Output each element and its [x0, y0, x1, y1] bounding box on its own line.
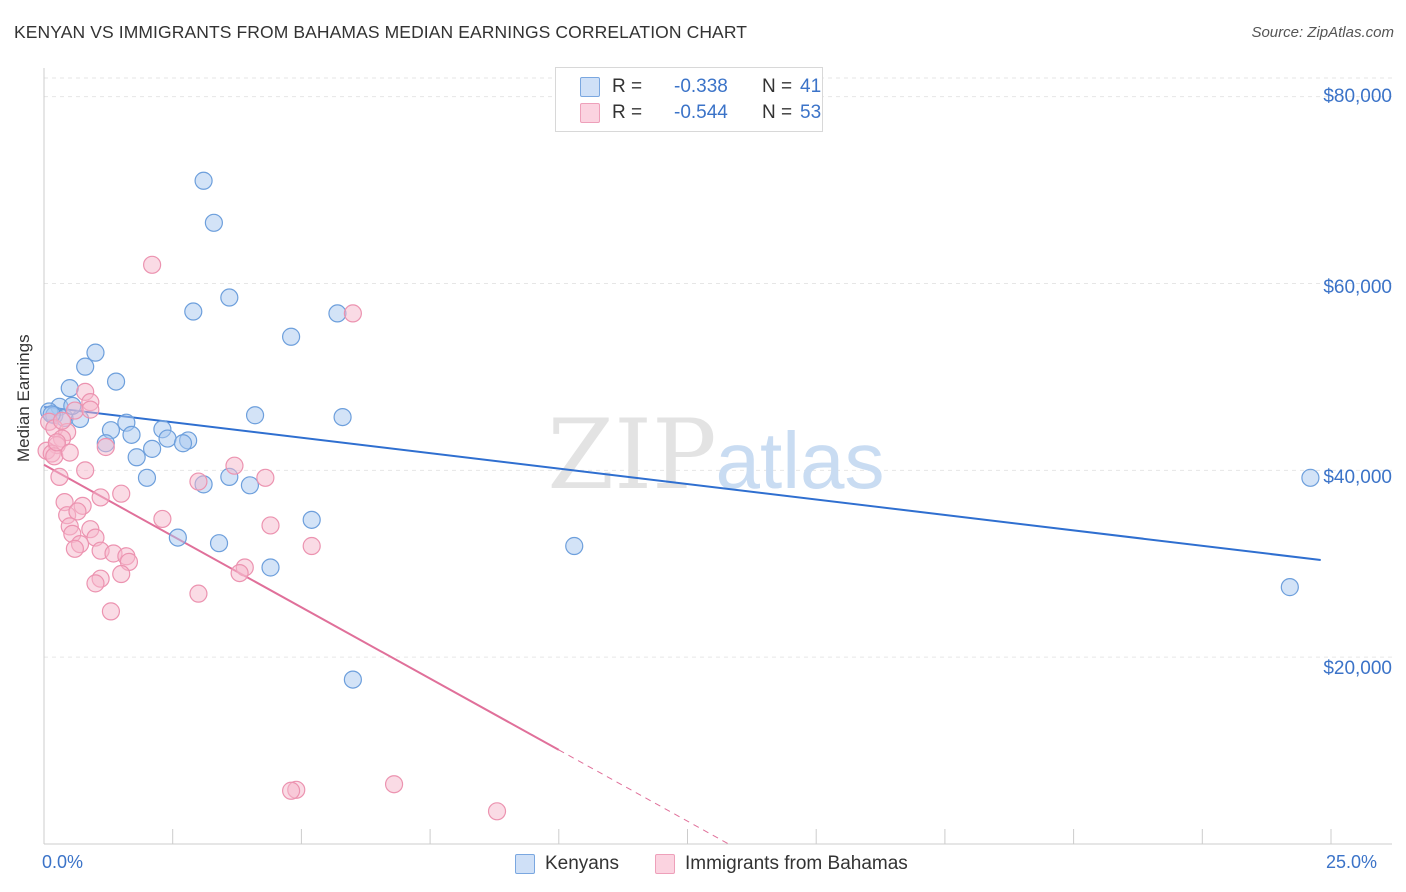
legend-r-value: -0.338 [674, 76, 728, 97]
bahamas-point [189, 472, 208, 491]
kenyan-point [240, 476, 260, 495]
bahamas-point [112, 484, 131, 503]
legend-swatch-blue [580, 77, 600, 97]
bahamas-point [153, 509, 172, 529]
bahamas-point [302, 536, 321, 556]
bahamas-point [261, 516, 280, 535]
kenyan-point [168, 528, 187, 547]
watermark-atlas: atlas [716, 416, 885, 505]
legend-swatch-pink [580, 103, 600, 123]
legend-series-name: Kenyans [545, 853, 619, 874]
watermark: ZIP atlas [547, 399, 884, 511]
x-tick-label-min: 0.0% [42, 852, 84, 872]
kenyan-point [343, 670, 362, 689]
x-tick-label-max: 25.0% [1326, 852, 1378, 872]
kenyan-point [302, 510, 321, 529]
kenyan-point [204, 213, 223, 232]
bahamas-point [189, 584, 208, 603]
trend-line [43, 405, 1321, 562]
bahamas-point [282, 781, 301, 800]
y-axis-label: Median Earnings [14, 334, 33, 462]
kenyan-point [194, 171, 213, 190]
kenyan-point [60, 379, 79, 398]
trend-line-dashed [558, 749, 729, 845]
bahamas-point [487, 802, 507, 821]
y-tick-label: $20,000 [1323, 658, 1392, 679]
bahamas-point [86, 574, 105, 593]
kenyan-point [261, 558, 280, 577]
correlation-legend: R = -0.338 N = 41 R = -0.544 N = 53 [555, 67, 823, 132]
legend-series-name: Immigrants from Bahamas [685, 853, 908, 874]
bahamas-point [47, 433, 66, 452]
bahamas-point [91, 488, 110, 507]
legend-r-value: -0.544 [674, 102, 728, 123]
kenyan-point [127, 448, 146, 467]
trend-lines [43, 405, 1321, 845]
kenyan-point [76, 357, 95, 376]
y-tick-label: $40,000 [1323, 467, 1392, 488]
bahamas-point [112, 564, 131, 584]
bahamas-point [101, 602, 121, 621]
kenyan-point [220, 288, 239, 307]
bahamas-point [50, 467, 69, 486]
kenyan-point [143, 439, 162, 458]
legend-n-label: N = [762, 102, 793, 123]
bahamas-point [65, 539, 84, 558]
kenyan-point [106, 372, 126, 391]
bahamas-point [60, 443, 79, 462]
legend-swatch-blue [515, 854, 535, 874]
kenyan-point [565, 536, 584, 556]
kenyan-point [328, 304, 347, 323]
legend-n-value: 41 [800, 76, 822, 97]
bahamas-point [76, 461, 95, 480]
kenyan-point [158, 429, 177, 448]
kenyan-point [1301, 468, 1320, 487]
y-tick-label: $80,000 [1323, 86, 1392, 107]
bahamas-point [81, 400, 100, 419]
bahamas-point [143, 255, 162, 274]
kenyan-point [209, 534, 229, 553]
bahamas-point [68, 502, 87, 521]
kenyan-point [1280, 578, 1299, 597]
y-tick-label: $60,000 [1323, 277, 1392, 298]
kenyan-point [333, 407, 352, 427]
bahamas-point [256, 468, 275, 487]
chart-title: KENYAN VS IMMIGRANTS FROM BAHAMAS MEDIAN… [14, 22, 748, 42]
kenyan-point [137, 468, 157, 487]
trend-line-solid [43, 463, 560, 751]
kenyan-point [282, 327, 301, 346]
kenyan-point [173, 434, 193, 453]
source-label: Source: ZipAtlas.com [1251, 24, 1394, 41]
legend-n-value: 53 [800, 102, 822, 123]
bahamas-point [225, 456, 244, 475]
kenyan-point [122, 425, 141, 444]
bahamas-point [230, 563, 249, 583]
bahamas-point [384, 775, 404, 794]
legend-n-label: N = [762, 76, 793, 97]
bahamas-point [52, 411, 72, 430]
kenyan-point [86, 343, 105, 362]
bahamas-point [343, 304, 362, 323]
bahamas-point [96, 437, 115, 457]
scatter-points [37, 171, 1320, 821]
kenyan-point [184, 302, 203, 321]
legend-r-label: R = [612, 76, 643, 97]
kenyan-point [245, 406, 265, 425]
legend-r-label: R = [612, 102, 643, 123]
legend-swatch-pink [655, 854, 675, 874]
watermark-zip: ZIP [547, 399, 716, 511]
